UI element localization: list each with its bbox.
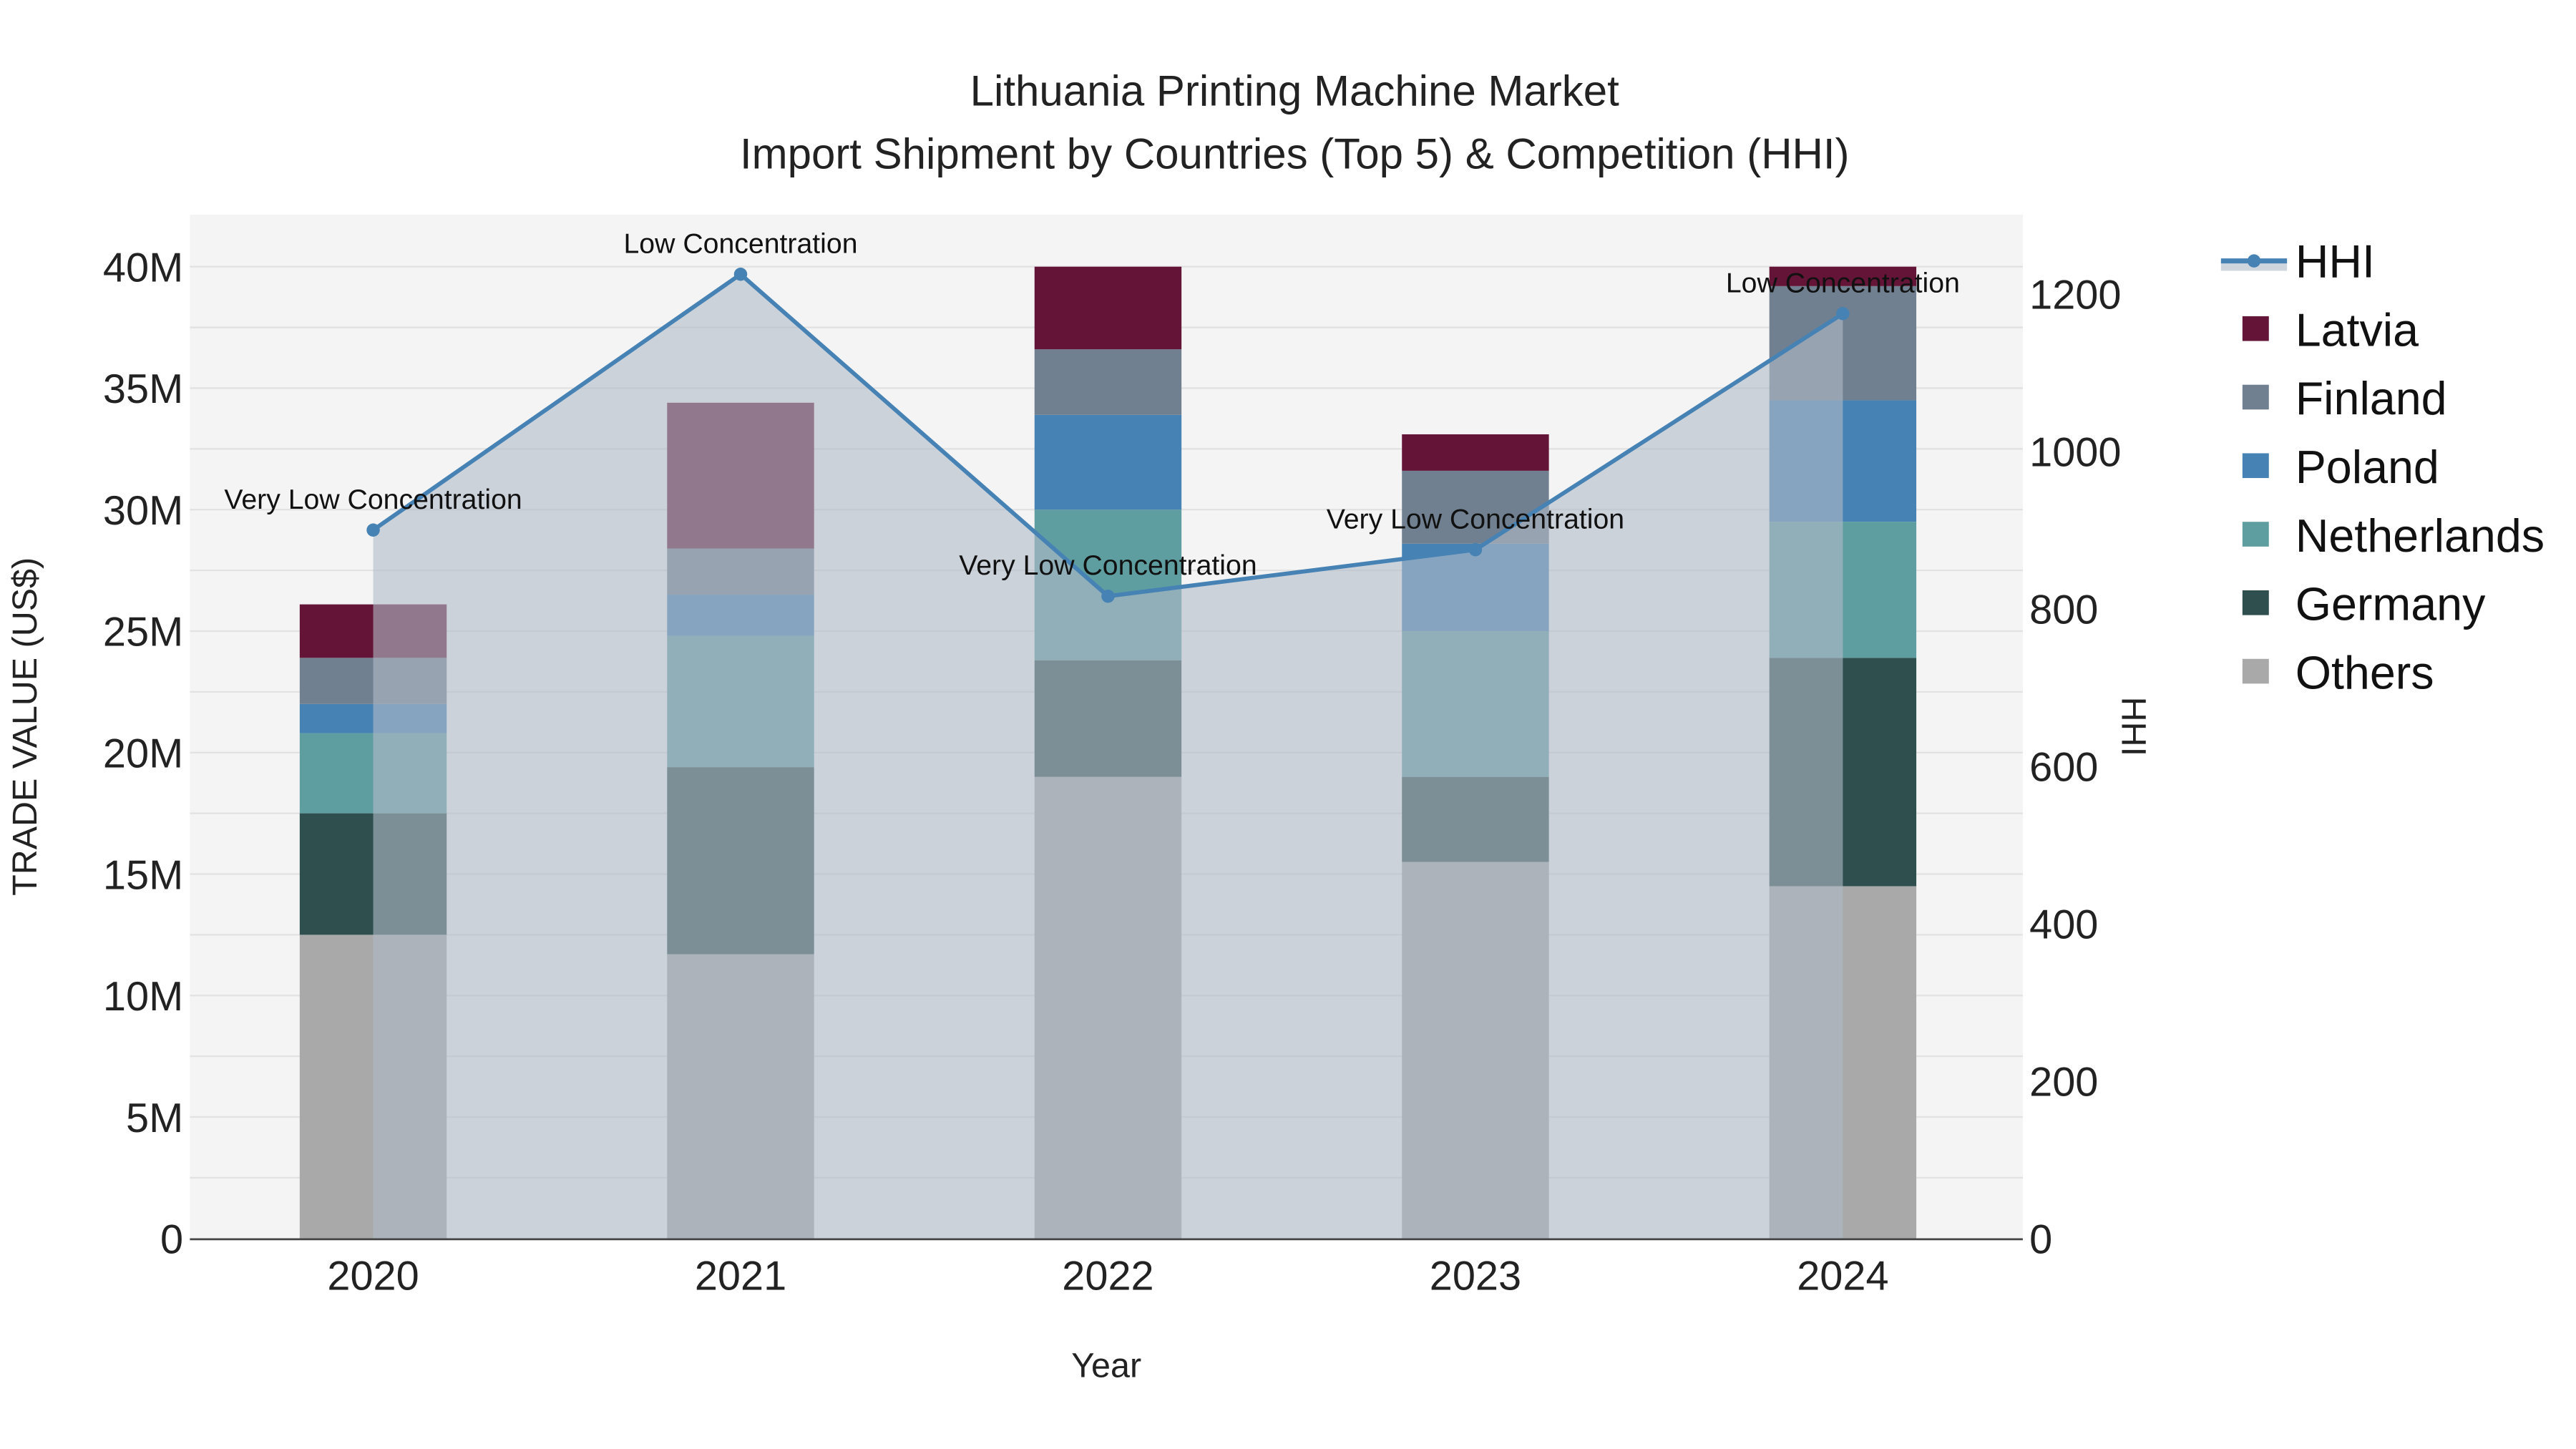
- y2-tick-label: 1000: [2029, 430, 2121, 476]
- hhi-annotation: Very Low Concentration: [224, 484, 522, 515]
- y2-tick-label: 0: [2029, 1217, 2052, 1263]
- y-tick-label: 25M: [103, 610, 183, 655]
- hhi-annotation: Low Concentration: [1726, 267, 1960, 298]
- x-axis-label: Year: [1071, 1347, 1141, 1385]
- legend-label-others: Others: [2296, 647, 2434, 698]
- hhi-point: [733, 268, 748, 281]
- hhi-annotation: Very Low Concentration: [1327, 503, 1624, 535]
- y-tick-label: 20M: [103, 731, 183, 777]
- legend-swatch-germany: [2242, 590, 2269, 615]
- x-tick-label: 2020: [327, 1253, 419, 1299]
- legend-label-netherlands: Netherlands: [2296, 510, 2545, 562]
- hhi-point: [1468, 543, 1483, 557]
- hhi-point: [1101, 589, 1115, 603]
- x-tick-label: 2024: [1797, 1253, 1888, 1299]
- y-tick-label: 15M: [103, 852, 183, 898]
- bar-finland: [1034, 349, 1182, 415]
- legend-label-poland: Poland: [2296, 441, 2439, 493]
- legend-swatch-poland: [2242, 453, 2269, 479]
- y2-axis-label: HHI: [2114, 697, 2152, 756]
- y-tick-label: 0: [160, 1217, 183, 1263]
- chart-title: Lithuania Printing Machine Market: [970, 67, 1619, 115]
- legend-label-latvia: Latvia: [2296, 304, 2419, 356]
- y2-tick-label: 400: [2029, 902, 2098, 948]
- hhi-annotation: Low Concentration: [623, 228, 857, 259]
- y2-tick-label: 1200: [2029, 273, 2121, 318]
- bar-latvia: [1034, 266, 1182, 350]
- y-tick-label: 40M: [103, 245, 183, 291]
- hhi-point: [1836, 307, 1850, 321]
- bar-latvia: [1769, 266, 1917, 286]
- hhi-area: [373, 274, 1843, 1239]
- y-axis-label: TRADE VALUE (US$): [6, 557, 44, 896]
- legend-label-hhi: HHI: [2296, 236, 2375, 288]
- x-tick-label: 2023: [1430, 1253, 1521, 1299]
- legend-label-germany: Germany: [2296, 579, 2486, 630]
- y-tick-label: 10M: [103, 974, 183, 1020]
- hhi-annotation: Very Low Concentration: [959, 550, 1257, 581]
- y2-tick-label: 800: [2029, 587, 2098, 633]
- hhi-point: [366, 523, 380, 537]
- legend-swatch-others: [2242, 658, 2269, 684]
- legend-swatch-finland: [2242, 384, 2269, 410]
- y-tick-label: 5M: [126, 1096, 183, 1141]
- legend-label-finland: Finland: [2296, 373, 2447, 424]
- y-tick-label: 35M: [103, 366, 183, 412]
- bar-latvia: [1402, 434, 1549, 471]
- legend-hhi-marker: [2247, 254, 2261, 268]
- chart-subtitle: Import Shipment by Countries (Top 5) & C…: [740, 130, 1850, 177]
- y2-tick-label: 600: [2029, 745, 2098, 791]
- legend-swatch-netherlands: [2242, 522, 2269, 547]
- bar-poland: [1034, 414, 1182, 510]
- legend-swatch-latvia: [2242, 316, 2269, 341]
- y-tick-label: 30M: [103, 488, 183, 534]
- x-tick-label: 2022: [1062, 1253, 1153, 1299]
- x-tick-label: 2021: [695, 1253, 786, 1299]
- y2-tick-label: 200: [2029, 1060, 2098, 1106]
